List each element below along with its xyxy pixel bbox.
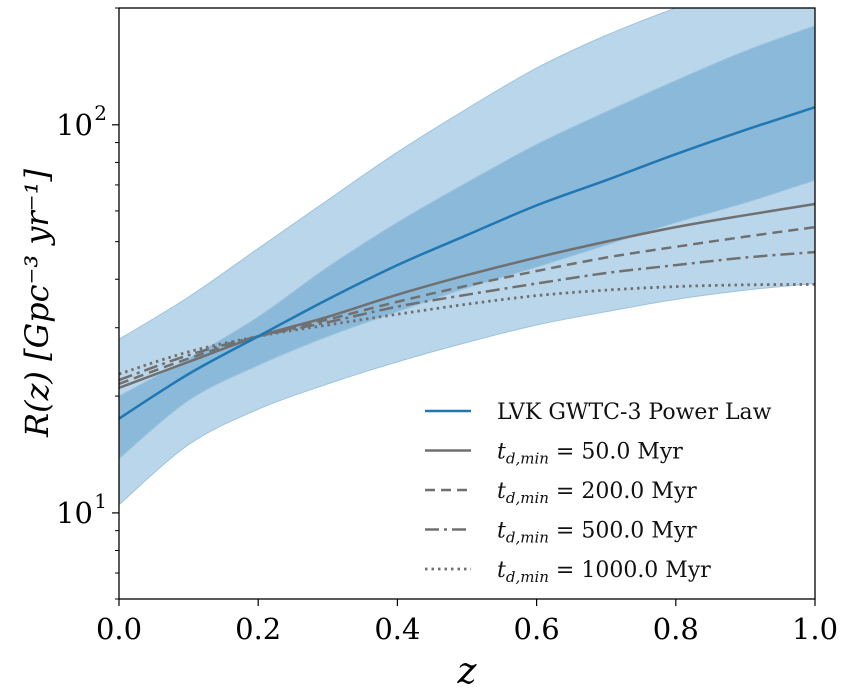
x-tick-label: 0.6 — [514, 612, 560, 646]
series-line-0 — [119, 106, 815, 420]
series-line-1 — [119, 202, 815, 390]
x-tick-label: 0.8 — [653, 612, 699, 646]
y-tick-label: 10 — [56, 496, 93, 530]
legend-label-1: td,min = 50.0 Myr — [497, 440, 683, 468]
legend-label-0: LVK GWTC-3 Power Law — [497, 400, 772, 425]
legend-label-4: td,min = 1000.0 Myr — [497, 558, 711, 586]
series-line-4 — [119, 282, 815, 376]
series-line-2 — [119, 225, 815, 386]
x-tick-label: 0.0 — [96, 612, 142, 646]
y-tick-base: 10 — [56, 108, 93, 142]
legend-label-2: td,min = 200.0 Myr — [497, 479, 697, 507]
x-axis-label: z — [457, 651, 478, 692]
credible-bands — [119, 8, 815, 506]
y-axis-label: R(z) [Gpc⁻³ yr⁻¹] — [18, 168, 56, 438]
y-tick-exponent: 2 — [94, 101, 107, 125]
credible-band-inner — [119, 25, 815, 460]
y-tick-label: 10 — [56, 108, 93, 142]
plot-frame — [118, 7, 816, 600]
series-lines — [119, 106, 815, 420]
x-axis: 0.0 0.2 0.4 0.6 0.8 1.0 — [96, 599, 838, 646]
x-tick-label: 0.4 — [374, 612, 420, 646]
x-tick-label: 0.2 — [235, 612, 281, 646]
y-tick-base: 10 — [56, 496, 93, 530]
y-tick-exponent: 1 — [94, 489, 107, 513]
legend: LVK GWTC-3 Power Law td,min = 50.0 Myr td,… — [425, 400, 772, 586]
series-line-3 — [119, 250, 815, 382]
legend-label-3: td,min = 500.0 Myr — [497, 519, 697, 547]
x-tick-label: 1.0 — [792, 612, 838, 646]
